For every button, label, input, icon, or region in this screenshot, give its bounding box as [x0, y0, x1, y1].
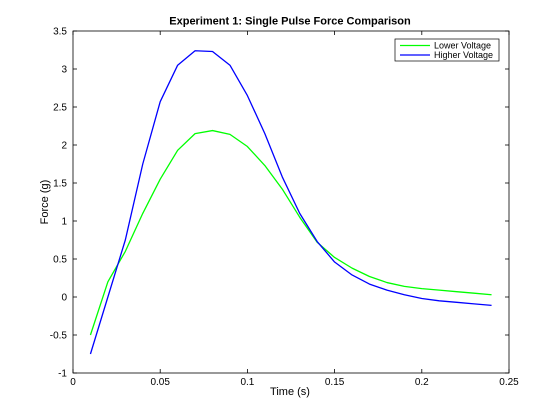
x-axis-label: Time (s)	[270, 386, 310, 398]
series-lines	[89, 50, 492, 355]
axis-ticks: 0 0.05 0.1 0.15 0.2 0.25 -1 -0.5 0 0.5 1 1.5 2 2.5 3 3.…	[50, 27, 519, 389]
x-tick-label: 0.05	[150, 377, 170, 388]
series-line-higher-voltage	[89, 50, 492, 355]
chart-title: Experiment 1: Single Pulse Force Compari…	[169, 16, 411, 28]
y-tick-label: 1.5	[53, 179, 67, 190]
y-tick-label: 3.5	[53, 27, 67, 38]
x-tick-label: 0.15	[325, 377, 345, 388]
series-line-lower-voltage	[89, 129, 492, 336]
y-tick-label: 0	[61, 293, 67, 304]
x-tick-label: 0	[70, 377, 76, 388]
y-tick-label: -1	[58, 369, 67, 380]
y-tick-label: 3	[61, 65, 67, 76]
y-tick-label: 2	[61, 141, 67, 152]
y-axis-label: Force (g)	[39, 180, 51, 225]
legend-label: Lower Voltage	[434, 41, 491, 51]
y-tick-label: 1	[61, 217, 67, 228]
x-tick-label: 0.1	[240, 377, 254, 388]
y-tick-label: 0.5	[53, 255, 67, 266]
y-tick-label: -0.5	[50, 331, 68, 342]
x-tick-label: 0.2	[415, 377, 429, 388]
legend-label: Higher Voltage	[434, 50, 493, 60]
y-tick-label: 2.5	[53, 103, 67, 114]
x-tick-label: 0.25	[499, 377, 519, 388]
